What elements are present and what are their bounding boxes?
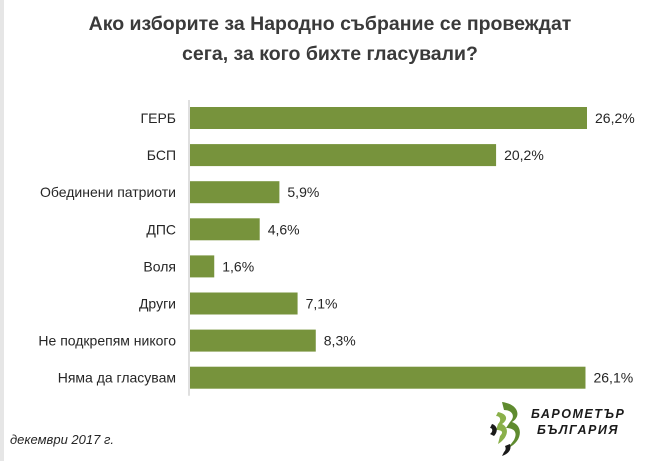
barometar-bulgaria-logo: БАРОМЕТЪР БЪЛГАРИЯ (488, 398, 656, 458)
value-label: 5,9% (287, 184, 319, 200)
bar-2 (190, 144, 497, 167)
category-label: Обединени патриоти (40, 184, 176, 200)
value-label: 1,6% (222, 258, 254, 274)
value-label: 8,3% (324, 333, 356, 349)
chart-title-line-2: сега, за кого бихте гласували? (182, 43, 478, 65)
value-label: 26,2% (595, 110, 635, 126)
chart-title: Ако изборите за Народно събрание се пров… (60, 9, 600, 69)
bar-3 (190, 181, 280, 204)
value-label: 4,6% (268, 221, 300, 237)
category-label: Не подкрепям никого (38, 333, 176, 349)
bar-7 (190, 329, 316, 352)
logo-text-line-2: БЪЛГАРИЯ (537, 423, 619, 437)
category-label: Няма да гласувам (58, 370, 176, 386)
value-label: 26,1% (593, 370, 633, 386)
category-label: Воля (143, 258, 176, 274)
logo-mark-icon (490, 402, 520, 456)
bar-6 (190, 292, 298, 315)
category-label: БСП (147, 147, 176, 163)
bars-group: ГЕРБ 26,2% БСП 20,2% Обединени патриоти 5,9% Д… (38, 107, 635, 389)
footnote-date: декември 2017 г. (10, 432, 114, 447)
value-label: 7,1% (306, 296, 338, 312)
value-label: 20,2% (504, 147, 544, 163)
category-label: Други (139, 296, 176, 312)
logo-text-line-1: БАРОМЕТЪР (531, 407, 626, 421)
left-edge-rule (0, 0, 4, 461)
bar-5 (190, 255, 215, 278)
bar-1 (190, 107, 587, 129)
bar-8 (190, 366, 586, 389)
category-label: ГЕРБ (141, 110, 176, 126)
chart-title-line-1: Ако изборите за Народно събрание се пров… (88, 13, 572, 35)
category-label: ДПС (146, 221, 176, 237)
bar-4 (190, 218, 260, 241)
